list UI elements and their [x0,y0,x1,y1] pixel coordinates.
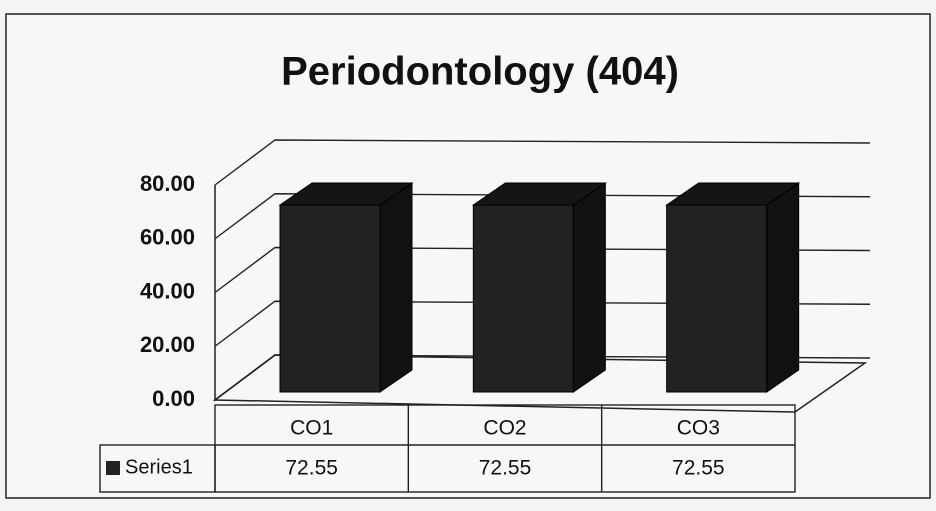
data-table-value: 72.55 [672,457,725,480]
chart-title: Periodontology (404) [281,50,679,94]
y-tick-label: 40.00 [140,278,195,303]
x-tick-label: CO2 [483,417,526,440]
x-tick-label: CO3 [677,417,720,440]
y-tick-label: 0.00 [152,386,195,411]
x-tick-label: CO1 [290,417,333,440]
bar-side [379,182,413,393]
y-tick-label: 60.00 [140,225,195,250]
legend-key [106,461,120,475]
bar-side [572,182,606,393]
data-table-value: 72.55 [285,457,338,480]
grid-line [214,139,871,186]
bar [666,204,768,393]
grid-line [214,193,871,240]
data-table-value: 72.55 [479,457,532,480]
bar [279,204,381,393]
y-tick-label: 80.00 [140,171,195,196]
bar [472,204,574,393]
y-tick-label: 20.00 [140,332,195,357]
bar-side [766,182,800,393]
legend-label: Series1 [125,456,193,478]
legend-cell [99,444,216,493]
